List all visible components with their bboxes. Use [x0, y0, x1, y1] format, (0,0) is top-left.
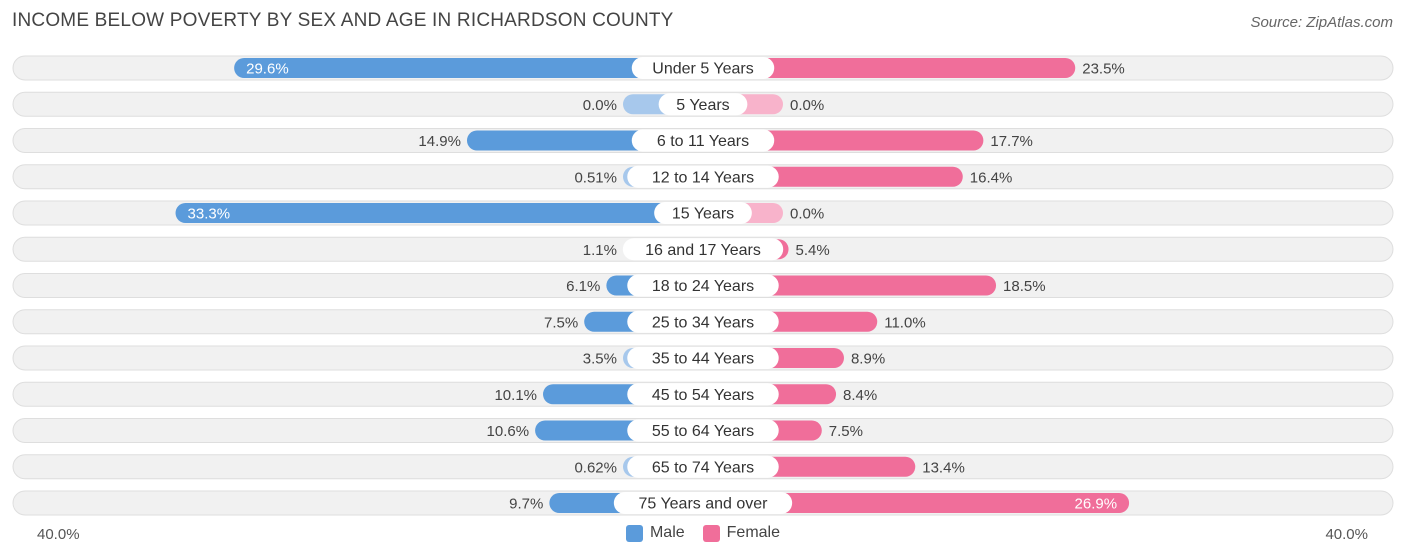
- male-value-label: 0.51%: [574, 169, 617, 186]
- chart-title: INCOME BELOW POVERTY BY SEX AND AGE IN R…: [12, 10, 674, 31]
- female-value-label: 11.0%: [884, 314, 925, 331]
- female-bar: [703, 493, 1130, 513]
- male-value-label: 0.62%: [574, 459, 617, 476]
- category-label: 55 to 64 Years: [652, 423, 754, 440]
- source-note: Source: ZipAtlas.com: [1250, 14, 1393, 31]
- category-pill: [658, 93, 748, 116]
- category-label: 75 Years and over: [639, 496, 769, 513]
- male-value-label: 29.6%: [246, 61, 289, 78]
- category-label: 35 to 44 Years: [652, 351, 754, 368]
- category-pill: [627, 419, 779, 442]
- poverty-chart: 29.6% 23.5% Under 5 Years 0.0% 0.0% 5 Years 14…: [12, 55, 1394, 516]
- category-pill: [622, 238, 784, 261]
- category-pill: [631, 129, 775, 152]
- female-value-label: 23.5%: [1082, 61, 1125, 78]
- legend-label-female: Female: [726, 524, 781, 541]
- female-value-label: 8.9%: [851, 351, 885, 368]
- legend-swatch-male: [625, 524, 643, 542]
- male-value-label: 14.9%: [418, 133, 461, 150]
- category-pill: [627, 165, 779, 188]
- female-value-label: 7.5%: [829, 423, 863, 440]
- category-label: Under 5 Years: [652, 61, 753, 78]
- category-pill: [627, 274, 779, 297]
- legend-item-female: Female: [702, 524, 781, 542]
- female-value-label: 0.0%: [790, 206, 824, 223]
- male-value-label: 10.1%: [494, 387, 537, 404]
- female-value-label: 18.5%: [1003, 278, 1046, 295]
- female-value-label: 8.4%: [843, 387, 877, 404]
- female-value-label: 13.4%: [922, 459, 965, 476]
- male-value-label: 9.7%: [509, 496, 543, 513]
- category-label: 65 to 74 Years: [652, 459, 754, 476]
- category-pill: [627, 455, 779, 478]
- female-value-label: 26.9%: [1075, 496, 1118, 513]
- category-label: 25 to 34 Years: [652, 314, 754, 331]
- male-value-label: 0.0%: [583, 97, 617, 114]
- category-pill: [654, 202, 752, 224]
- category-pill: [627, 383, 779, 406]
- category-pill: [627, 310, 779, 333]
- category-label: 45 to 54 Years: [652, 387, 754, 404]
- male-value-label: 3.5%: [583, 351, 617, 368]
- female-bar: [703, 130, 984, 151]
- male-value-label: 10.6%: [487, 423, 530, 440]
- male-value-label: 6.1%: [566, 278, 600, 295]
- category-pill: [627, 347, 779, 369]
- legend-label-male: Male: [649, 524, 685, 541]
- category-label: 18 to 24 Years: [652, 278, 754, 295]
- axis-left-label: 40.0%: [37, 526, 80, 543]
- legend: Male Female: [0, 524, 1406, 542]
- axis-right-label: 40.0%: [1325, 526, 1368, 543]
- female-bar: [703, 58, 1076, 78]
- male-value-label: 7.5%: [544, 314, 578, 331]
- category-pill: [631, 57, 775, 79]
- legend-item-male: Male: [625, 524, 685, 542]
- female-value-label: 5.4%: [796, 242, 830, 259]
- male-bar: [234, 58, 704, 78]
- category-pill: [613, 492, 793, 514]
- female-value-label: 17.7%: [990, 133, 1033, 150]
- category-label: 15 Years: [672, 206, 734, 223]
- female-value-label: 0.0%: [790, 97, 824, 114]
- male-value-label: 1.1%: [583, 242, 617, 259]
- category-label: 12 to 14 Years: [652, 169, 754, 186]
- male-bar: [175, 203, 703, 223]
- category-label: 16 and 17 Years: [645, 242, 761, 259]
- female-value-label: 16.4%: [970, 169, 1013, 186]
- category-label: 6 to 11 Years: [657, 133, 749, 150]
- legend-swatch-female: [702, 524, 720, 542]
- male-value-label: 33.3%: [188, 206, 231, 223]
- category-label: 5 Years: [676, 97, 729, 114]
